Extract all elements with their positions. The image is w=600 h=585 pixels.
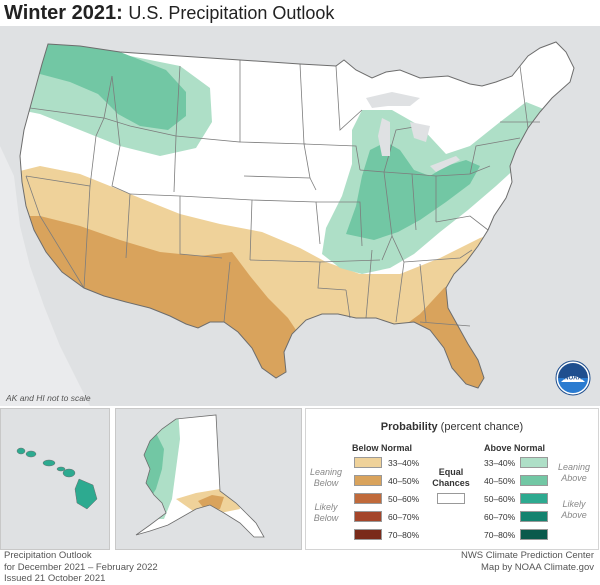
legend-below-range-3: 50–60% (388, 494, 420, 504)
footer-outlook-info: Precipitation Outlook for December 2021 … (4, 550, 158, 585)
lake-michigan (378, 118, 390, 156)
legend-below-swatch-5 (354, 529, 382, 540)
alaska-inset (115, 408, 302, 550)
legend-above-swatch-5 (520, 529, 548, 540)
lake-huron (410, 122, 430, 142)
legend-below-swatch-2 (354, 475, 382, 486)
legend-above-range-1: 33–40% (484, 458, 516, 468)
footer-credit-1: NWS Climate Prediction Center (460, 550, 594, 561)
legend-below-range-1: 33–40% (388, 458, 420, 468)
map-scale-note: AK and HI not to scale (6, 393, 91, 403)
alaska-map-svg (135, 414, 265, 538)
map-title: Winter 2021: U.S. Precipitation Outlook (4, 2, 334, 25)
footer-line-3: Issued 21 October 2021 (4, 573, 106, 584)
legend-below-range-2: 40–50% (388, 476, 420, 486)
legend-above-swatch-1 (520, 457, 548, 468)
legend-above-swatch-4 (520, 511, 548, 522)
conus-map-svg (0, 26, 600, 406)
legend-below-header: Below Normal (352, 443, 413, 453)
legend-below-range-5: 70–80% (388, 530, 420, 540)
alaska-outline (135, 414, 265, 538)
legend-likely-above-label: Likely Above (561, 499, 587, 520)
legend-title: Probability (percent chance) (306, 421, 598, 433)
title-subtitle: U.S. Precipitation Outlook (128, 3, 335, 23)
legend-above-swatch-3 (520, 493, 548, 504)
hawaii-inset (0, 408, 110, 550)
legend-below-swatch-4 (354, 511, 382, 522)
legend-equal-chances-label: Equal Chances (432, 467, 470, 488)
footer-line-2: for December 2021 – February 2022 (4, 561, 158, 573)
legend-below-range-4: 60–70% (388, 512, 420, 522)
legend-title-rest: (percent chance) (440, 421, 524, 433)
noaa-logo-text: NOAA (564, 376, 582, 382)
pacific-ocean (0, 146, 90, 406)
legend-leaning-below-label: Leaning Below (309, 467, 343, 488)
us-outline (19, 41, 575, 389)
legend-panel: Probability (percent chance) Below Norma… (305, 408, 599, 550)
state-borders (25, 60, 540, 327)
footer-credit-2: Map by NOAA Climate.gov (481, 561, 594, 573)
footer-line-1: Precipitation Outlook (4, 550, 92, 561)
region-above-40-50-northwest (20, 42, 186, 130)
legend-above-header: Above Normal (484, 443, 546, 453)
noaa-logo-svg: NOAA (555, 360, 591, 396)
conus-map (0, 26, 600, 411)
lake-erie (430, 156, 460, 172)
lake-superior (366, 92, 420, 108)
legend-equal-chances-swatch (437, 493, 465, 504)
legend-above-range-3: 50–60% (484, 494, 516, 504)
hawaii-map-svg (16, 447, 98, 510)
title-bold: Winter 2021: (4, 2, 123, 24)
legend-title-bold: Probability (380, 421, 438, 433)
legend-above-swatch-2 (520, 475, 548, 486)
noaa-logo: NOAA (555, 360, 591, 401)
legend-above-range-2: 40–50% (484, 476, 516, 486)
legend-likely-below-label: Likely Below (313, 502, 339, 523)
legend-leaning-above-label: Leaning Above (557, 462, 591, 483)
legend-above-range-4: 60–70% (484, 512, 516, 522)
legend-below-swatch-3 (354, 493, 382, 504)
legend-below-swatch-1 (354, 457, 382, 468)
legend-above-range-5: 70–80% (484, 530, 516, 540)
footer-credits: NWS Climate Prediction Center Map by NOA… (461, 550, 594, 573)
